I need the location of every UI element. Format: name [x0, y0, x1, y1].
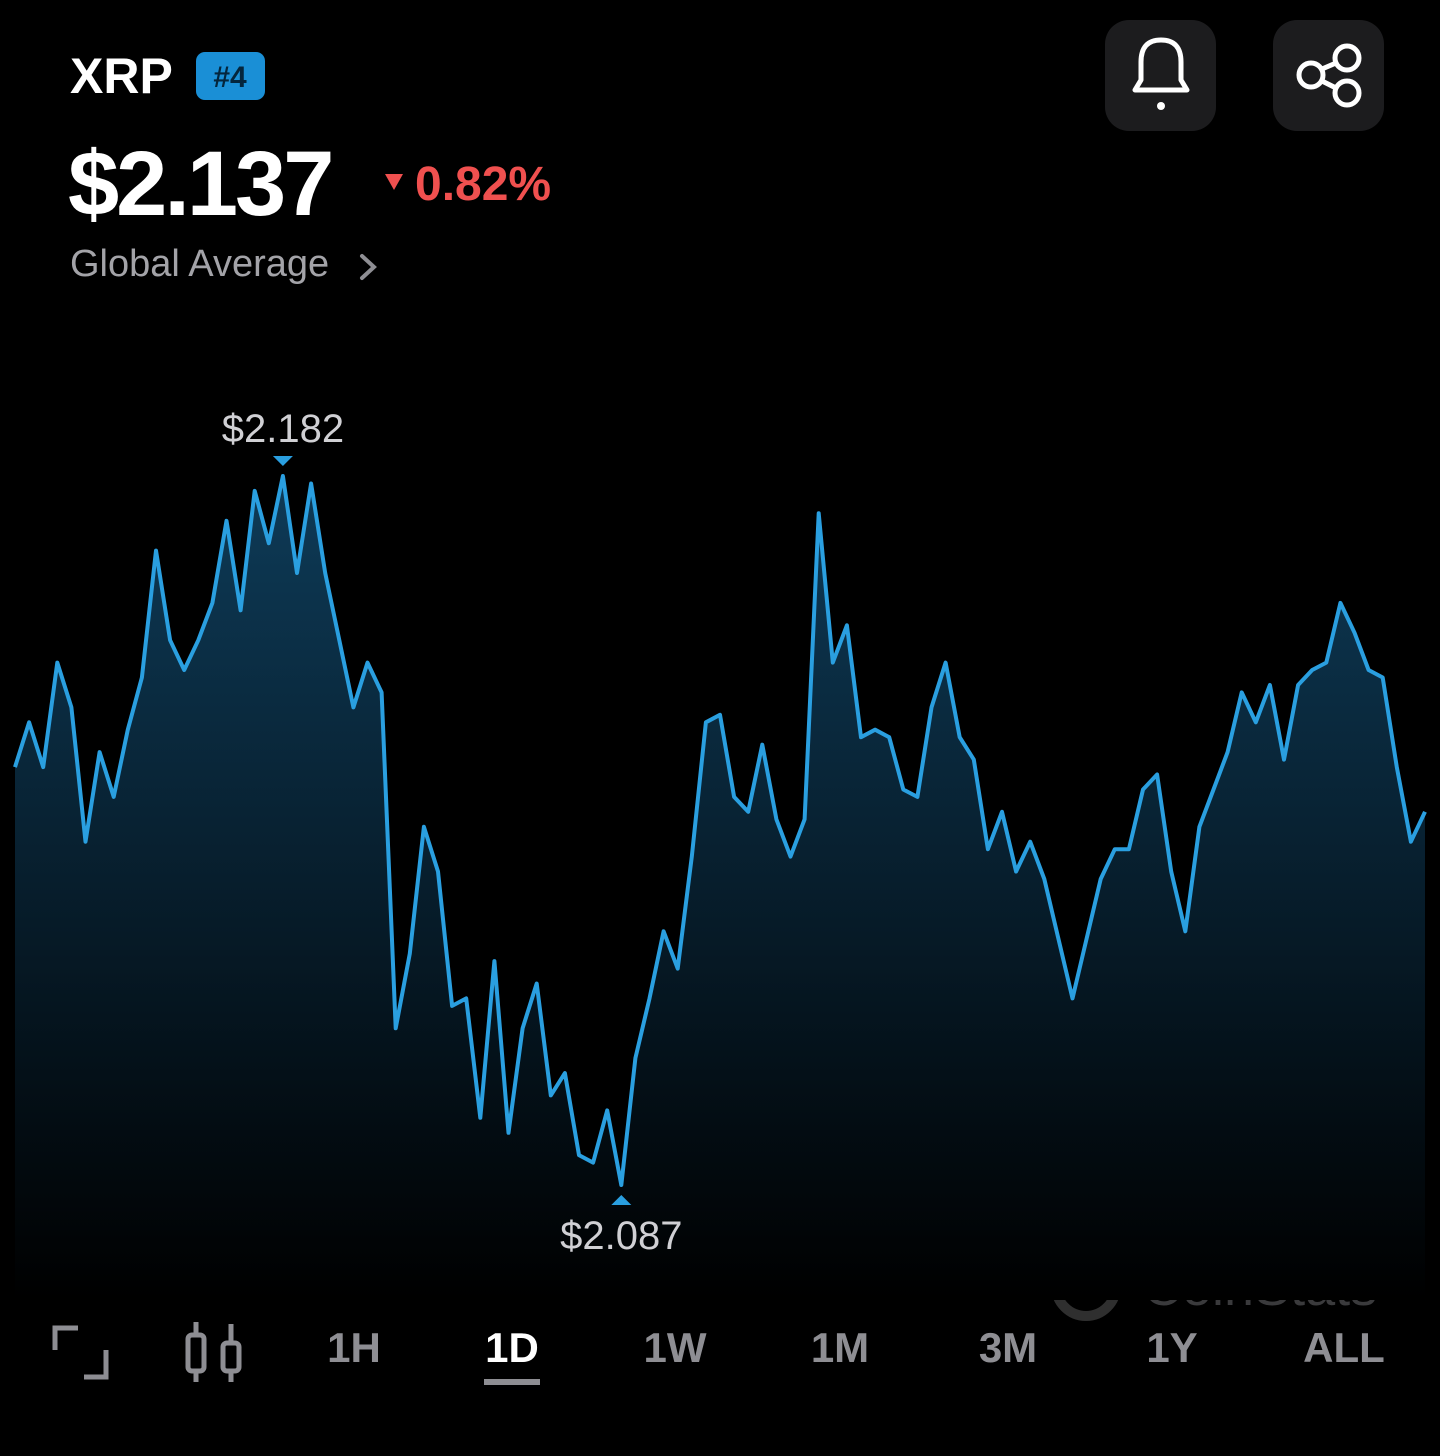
rank-badge	[196, 52, 265, 100]
timeframe-option[interactable]: ALL	[1303, 1324, 1385, 1371]
button-bg	[1273, 20, 1384, 131]
bell-icon	[1132, 37, 1190, 93]
timeframe-option[interactable]: 1Y	[1146, 1324, 1197, 1371]
price-line	[13, 474, 1427, 1187]
price: $2.137	[68, 133, 331, 235]
high-label: $2.182	[222, 407, 344, 451]
change-arrow	[385, 174, 403, 190]
alert-button[interactable]	[1105, 20, 1216, 131]
timeframe-option[interactable]: 1W	[644, 1324, 707, 1371]
share-icon	[1296, 43, 1362, 108]
candle-button[interactable]	[185, 1322, 242, 1382]
fullscreen-button[interactable]	[52, 1325, 109, 1380]
timeframe-option[interactable]: 1M	[811, 1324, 869, 1371]
coin-symbol: XRP	[70, 48, 173, 104]
high-marker	[272, 456, 293, 466]
timeframe-option[interactable]: 3M	[979, 1324, 1037, 1371]
timeframe-option[interactable]: 1H	[327, 1324, 381, 1371]
chevron	[360, 254, 377, 280]
low-label: $2.087	[560, 1214, 682, 1258]
share-button[interactable]	[1273, 20, 1384, 131]
timeframe-option[interactable]: 1D	[485, 1324, 539, 1371]
bell-dot	[1157, 102, 1165, 110]
price-source[interactable]: Global Average	[70, 243, 329, 285]
low-marker	[611, 1195, 632, 1205]
price-area	[15, 476, 1425, 1300]
selected-underline	[484, 1379, 540, 1385]
button-bg	[1105, 20, 1216, 131]
price-change: 0.82%	[415, 158, 551, 211]
rank: #4	[213, 61, 247, 94]
